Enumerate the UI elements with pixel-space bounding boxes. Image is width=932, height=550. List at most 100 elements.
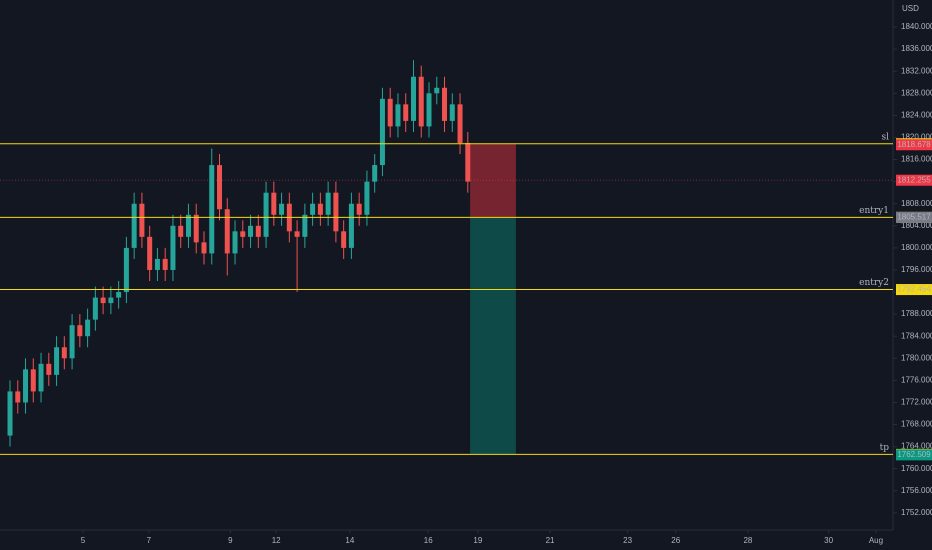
x-tick-label: 26 [671,536,680,545]
candle-body [248,225,254,237]
candle-body [372,165,378,182]
y-tick-label: 1828.000 [901,88,932,97]
price-tag [896,174,932,186]
target-zone [470,217,516,455]
x-tick-label: 23 [623,536,632,545]
candle-body [209,165,215,254]
x-tick-label: 5 [81,536,86,545]
candle-body [418,76,424,127]
x-tick-label: 9 [228,536,233,545]
y-tick-label: 1796.000 [901,265,932,274]
candle-body [364,181,370,215]
price-tag [896,211,932,223]
candle-body [69,325,75,359]
candle-body [77,325,83,337]
currency-label: USD [902,4,919,13]
candle-body [54,347,60,375]
candle-body [38,363,44,392]
candle-body [341,231,347,248]
candle-body [147,236,153,270]
y-tick-label: 1784.000 [901,331,932,340]
price-tag-label: 1812.255 [897,175,931,184]
candle-body [46,363,52,375]
candle-body [457,104,463,143]
candle-body [178,225,184,237]
level-name: entry1 [859,206,889,216]
y-tick-label: 1824.000 [901,110,932,119]
candle-body [170,225,176,270]
candle-body [395,104,401,127]
y-tick-label: 1820.000 [901,133,932,142]
y-tick-label: 1760.000 [901,464,932,473]
candle-body [108,297,114,304]
y-tick-label: 1756.000 [901,486,932,495]
price-tag-label: 1762.509 [897,450,931,459]
candle-body [123,247,129,293]
candle-body [201,242,207,254]
candle-body [333,192,339,232]
y-tick-label: 1788.000 [901,309,932,318]
candle-body [154,258,160,270]
y-tick-label: 1808.000 [901,199,932,208]
candle-body [162,258,168,270]
price-tag-label: 1818.678 [897,140,931,149]
price-tag [896,139,932,151]
y-tick-label: 1772.000 [901,398,932,407]
level-name: entry2 [859,278,889,288]
candle-body [348,203,354,248]
candle-body [279,203,285,215]
level-tag-label: 1792.454 [897,285,931,294]
x-tick-label: 21 [546,536,555,545]
candle-body [255,225,261,237]
candle-body [302,214,308,237]
candle-body [356,203,362,215]
y-tick-label: 1804.000 [901,221,932,230]
y-tick-label: 1832.000 [901,66,932,75]
candle-body [23,369,29,403]
candle-body [185,214,191,237]
candle-body [465,142,471,182]
x-tick-label: 28 [743,536,752,545]
candle-body [426,93,432,127]
candle-body [100,297,106,304]
candle-body [271,192,277,215]
y-tick-label: 1816.000 [901,155,932,164]
candle-body [434,87,440,94]
candle-body [325,192,331,215]
y-tick-label: 1836.000 [901,44,932,53]
candle-body [30,369,36,392]
candle-body [294,231,300,237]
y-tick-label: 1752.000 [901,508,932,517]
y-tick-label: 1800.000 [901,243,932,252]
x-tick-label: 16 [424,536,433,545]
x-tick-label: 14 [345,536,354,545]
candle-body [263,192,269,237]
y-tick-label: 1840.000 [901,22,932,31]
y-tick-label: 1776.000 [901,375,932,384]
candle-body [92,297,98,320]
candle-body [310,203,316,215]
candle-body [379,98,385,166]
candle-body [232,231,238,254]
candle-body [7,391,13,436]
stop-zone [470,143,516,218]
price-tag-label: 1805.517 [897,213,931,222]
candle-body [131,203,137,248]
x-tick-label: 19 [473,536,482,545]
candle-body [116,292,122,298]
y-tick-label: 1764.000 [901,442,932,451]
y-tick-label: 1780.000 [901,353,932,362]
candle-body [61,347,67,359]
level-tag [896,284,932,296]
x-tick-label: 12 [272,536,281,545]
candle-body [139,203,145,237]
candle-body [15,391,21,403]
y-tick-label: 1768.000 [901,420,932,429]
x-tick-label: 30 [824,536,833,545]
candle-body [449,104,455,121]
candle-body [193,214,199,243]
candle-body [240,231,246,237]
candle-body [403,104,409,121]
